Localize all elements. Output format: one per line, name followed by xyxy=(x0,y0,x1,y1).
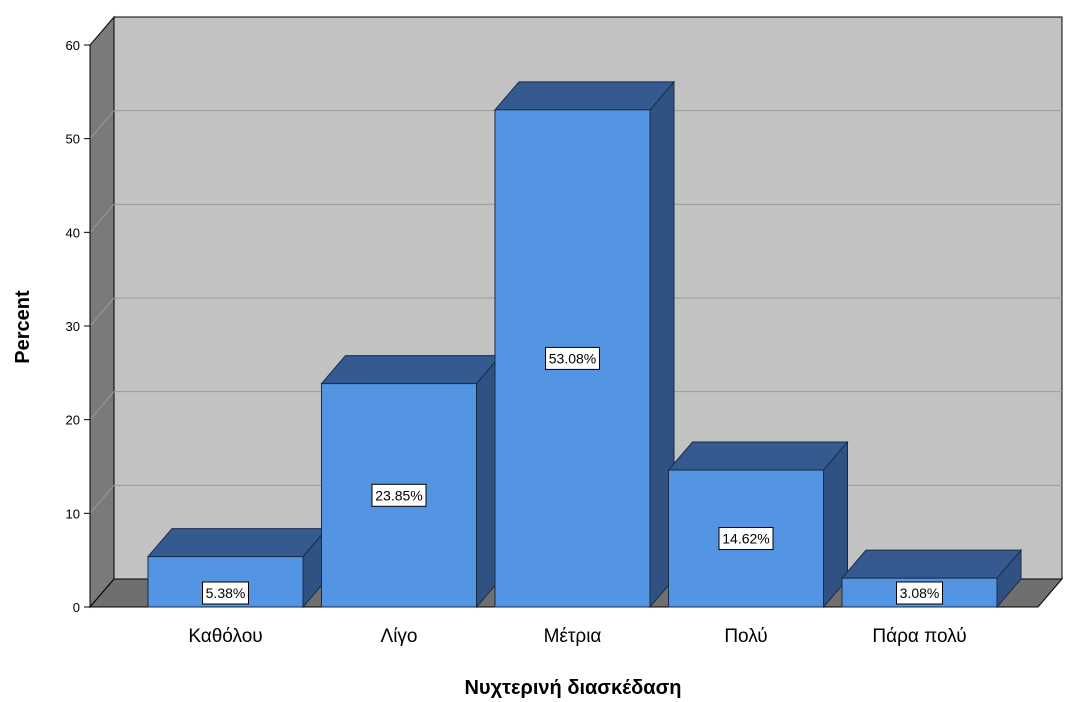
x-tick-label: Λίγο xyxy=(381,626,418,647)
data-label-box xyxy=(896,581,943,605)
data-label: 23.85% xyxy=(375,487,422,503)
data-label-box xyxy=(371,483,427,507)
y-tick-label: 10 xyxy=(66,506,80,521)
x-axis: Καθόλου Λίγο Μέτρια Πολύ Πάρα πολύ xyxy=(188,626,966,647)
data-label-box xyxy=(545,346,600,370)
bar-top xyxy=(667,441,849,471)
x-tick-label: Πολύ xyxy=(724,626,767,647)
data-label-box xyxy=(718,527,774,551)
data-label-box xyxy=(202,581,249,605)
y-axis: 0 10 20 30 40 50 60 xyxy=(66,38,91,615)
gridline xyxy=(89,204,115,233)
data-label: 14.62% xyxy=(722,531,769,547)
bar: 23.85% xyxy=(320,354,502,609)
bars: 5.38% 23.85% 53.08% 14.62% 3.08% xyxy=(146,80,1023,609)
bar: 53.08% xyxy=(493,80,676,609)
data-label: 5.38% xyxy=(206,585,246,601)
data-label: 53.08% xyxy=(549,350,596,366)
gridline xyxy=(89,391,115,420)
bar: 3.08% xyxy=(840,548,1023,609)
x-axis-title: Νυχτερινή διασκέδαση xyxy=(464,677,681,699)
bar-top xyxy=(840,549,1023,579)
x-tick-label: Πάρα πολύ xyxy=(872,626,966,647)
bar: 5.38% xyxy=(146,527,329,609)
x-tick-label: Καθόλου xyxy=(188,626,262,647)
gridline xyxy=(89,297,115,327)
data-label: 3.08% xyxy=(900,585,940,601)
y-tick-label: 60 xyxy=(66,38,80,53)
y-tick-label: 30 xyxy=(66,319,80,334)
gridline xyxy=(89,110,115,139)
bar: 14.62% xyxy=(667,440,849,609)
y-tick-label: 50 xyxy=(66,132,80,147)
bar-top xyxy=(493,81,676,111)
y-tick-label: 40 xyxy=(66,225,80,240)
y-tick-label: 0 xyxy=(73,600,80,615)
y-axis-title: Percent xyxy=(12,290,34,364)
x-tick-label: Μέτρια xyxy=(544,626,602,647)
bar-top xyxy=(146,528,329,558)
y-tick-label: 20 xyxy=(66,413,80,428)
bar-top xyxy=(320,355,502,385)
gridline xyxy=(89,485,115,514)
